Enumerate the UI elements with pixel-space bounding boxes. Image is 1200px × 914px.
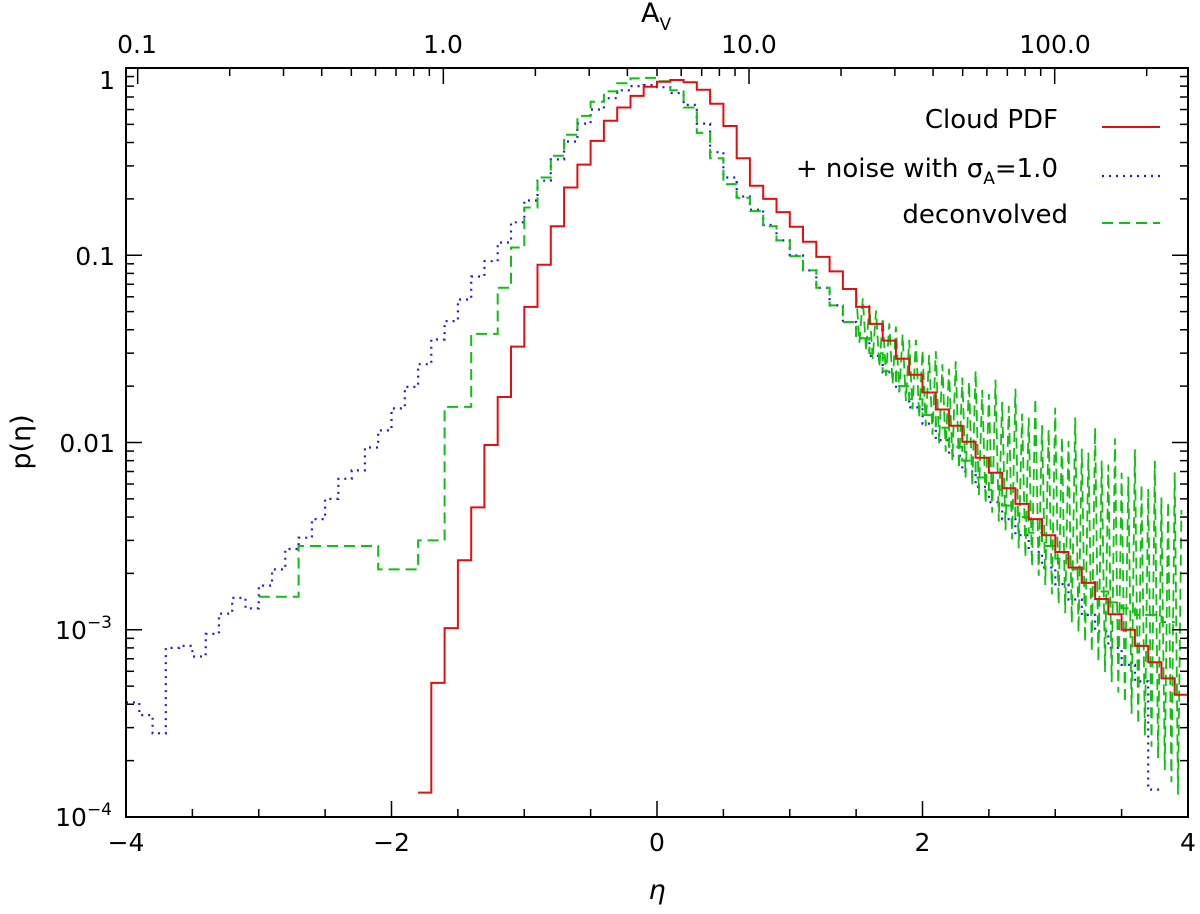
legend: Cloud PDF + noise with σA=1.0 deconvolve… <box>796 105 1160 230</box>
series-line-cloud <box>418 79 1188 794</box>
y-tick-label-0.1: 0.1 <box>75 242 115 271</box>
series-cloud <box>418 79 1188 794</box>
legend-label-cloud: Cloud PDF <box>925 105 1058 135</box>
y-axis-title: p(η) <box>6 414 37 469</box>
top-tick-label: 1.0 <box>423 30 463 59</box>
y-tick-labels: 10−4 10−3 0.01 0.1 1 <box>55 66 115 832</box>
y-tick-label-1e-4: 10−4 <box>55 800 112 832</box>
series-layer <box>126 76 1188 795</box>
x-tick-label: 2 <box>915 828 931 857</box>
ticks-layer <box>125 67 1189 818</box>
x-tick-label: 4 <box>1180 828 1196 857</box>
top-tick-label: 10.0 <box>721 30 777 59</box>
top-tick-label: 100.0 <box>1019 30 1091 59</box>
series-noise-tail-deconv <box>855 291 1183 795</box>
top-axis-title: AV <box>641 0 671 35</box>
x-tick-label: −4 <box>108 828 145 857</box>
y-tick-label-0.01: 0.01 <box>59 429 115 458</box>
series-line-deconv <box>258 76 1175 623</box>
x-axis-title: η <box>648 875 665 906</box>
y-tick-label-1: 1 <box>99 66 115 95</box>
x-tick-labels: −4 −2 0 2 4 <box>108 828 1196 857</box>
x-tick-label: −2 <box>373 828 410 857</box>
top-tick-label: 0.1 <box>117 30 157 59</box>
top-tick-labels: 0.1 1.0 10.0 100.0 <box>117 30 1091 59</box>
series-noise <box>126 84 1162 791</box>
x-tick-label: 0 <box>649 828 665 857</box>
legend-label-deconv: deconvolved <box>902 200 1068 230</box>
series-deconv <box>258 76 1183 795</box>
legend-label-noise: + noise with σA=1.0 <box>796 154 1058 189</box>
series-line-noise <box>126 84 1162 791</box>
y-tick-label-1e-3: 10−3 <box>55 613 112 645</box>
